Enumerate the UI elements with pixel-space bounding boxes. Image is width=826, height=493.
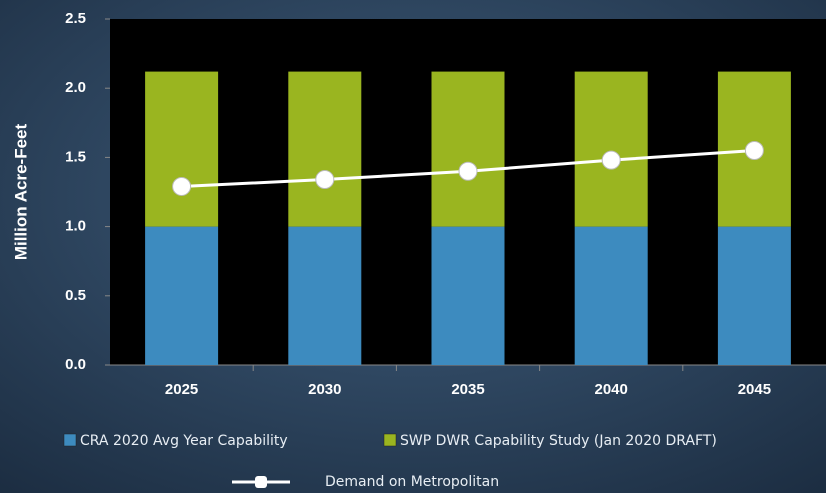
- marker: [458, 161, 478, 181]
- legend-label: SWP DWR Capability Study (Jan 2020 DRAFT…: [400, 433, 717, 449]
- bar-segment: [288, 71, 362, 227]
- legend-label: CRA 2020 Avg Year Capability: [80, 433, 288, 449]
- marker: [315, 170, 335, 190]
- y-tick-label: 0.0: [65, 356, 86, 373]
- y-tick-label: 0.5: [65, 287, 86, 304]
- x-tick-label: 2040: [595, 381, 628, 398]
- bar-segment: [431, 226, 505, 365]
- bar-segment: [431, 71, 505, 227]
- bar-segment: [574, 71, 648, 227]
- bar-segment: [145, 226, 219, 365]
- x-tick-label: 2025: [165, 381, 198, 398]
- x-tick-label: 2030: [308, 381, 341, 398]
- bar-segment: [717, 226, 791, 365]
- marker: [744, 140, 764, 160]
- marker: [601, 150, 621, 170]
- y-tick-label: 1.0: [65, 218, 86, 235]
- bar-segment: [145, 71, 219, 227]
- x-tick-label: 2045: [738, 381, 771, 398]
- y-tick-label: 2.5: [65, 10, 86, 27]
- legend-label: Demand on Metropolitan: [325, 474, 499, 490]
- legend-marker: [255, 476, 267, 488]
- y-tick-label: 1.5: [65, 148, 86, 165]
- y-axis-label: Million Acre-Feet: [11, 124, 30, 261]
- bar-segment: [288, 226, 362, 365]
- legend-swatch: [63, 433, 77, 447]
- x-tick-label: 2035: [451, 381, 484, 398]
- legend-swatch: [383, 433, 397, 447]
- y-tick-label: 2.0: [65, 79, 86, 96]
- marker: [172, 176, 192, 196]
- bar-segment: [574, 226, 648, 365]
